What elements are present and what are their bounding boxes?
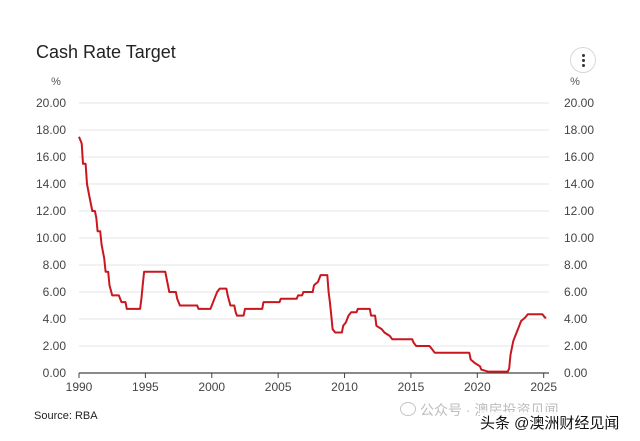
chart-title: Cash Rate Target: [36, 42, 176, 62]
wechat-icon: [400, 402, 416, 416]
y-tick-label-right: 8.00: [564, 258, 588, 272]
y-tick-label-right: 10.00: [564, 231, 594, 245]
source-note: Source: RBA: [34, 410, 98, 422]
y-tick-label-left: 12.00: [36, 204, 66, 218]
x-tick-label: 2015: [398, 380, 425, 394]
y-tick-label-left: 16.00: [36, 150, 66, 164]
y-tick-label-right: 4.00: [564, 312, 588, 326]
x-tick-label: 2020: [464, 380, 491, 394]
y-tick-label-left: 8.00: [43, 258, 67, 272]
y-tick-label-left: 2.00: [43, 339, 67, 353]
series-line: [78, 136, 547, 373]
y-tick-label-right: 20.00: [564, 96, 594, 110]
y-axis-unit-left: %: [51, 76, 61, 88]
y-tick-label-left: 18.00: [36, 123, 66, 137]
y-tick-label-left: 0.00: [43, 366, 67, 380]
y-tick-label-right: 6.00: [564, 285, 588, 299]
more-vert-icon[interactable]: [570, 47, 596, 73]
y-tick-label-left: 4.00: [43, 312, 67, 326]
y-tick-label-left: 10.00: [36, 231, 66, 245]
x-tick-label: 1995: [132, 380, 159, 394]
x-tick-label: 2000: [198, 380, 225, 394]
y-tick-label-right: 16.00: [564, 150, 594, 164]
watermark-right: 头条 @澳洲财经见闻: [480, 412, 620, 433]
y-tick-label-right: 18.00: [564, 123, 594, 137]
x-tick-label: 2010: [331, 380, 358, 394]
y-tick-label-left: 20.00: [36, 96, 66, 110]
y-axis-unit-right: %: [570, 76, 580, 88]
x-tick-label: 1990: [66, 380, 93, 394]
x-tick-label: 2025: [530, 380, 557, 394]
y-tick-label-right: 2.00: [564, 339, 588, 353]
y-tick-label-left: 6.00: [43, 285, 67, 299]
y-tick-label-right: 14.00: [564, 177, 594, 191]
y-tick-label-right: 0.00: [564, 366, 588, 380]
y-tick-label-right: 12.00: [564, 204, 594, 218]
y-tick-label-left: 14.00: [36, 177, 66, 191]
x-tick-label: 2005: [265, 380, 292, 394]
